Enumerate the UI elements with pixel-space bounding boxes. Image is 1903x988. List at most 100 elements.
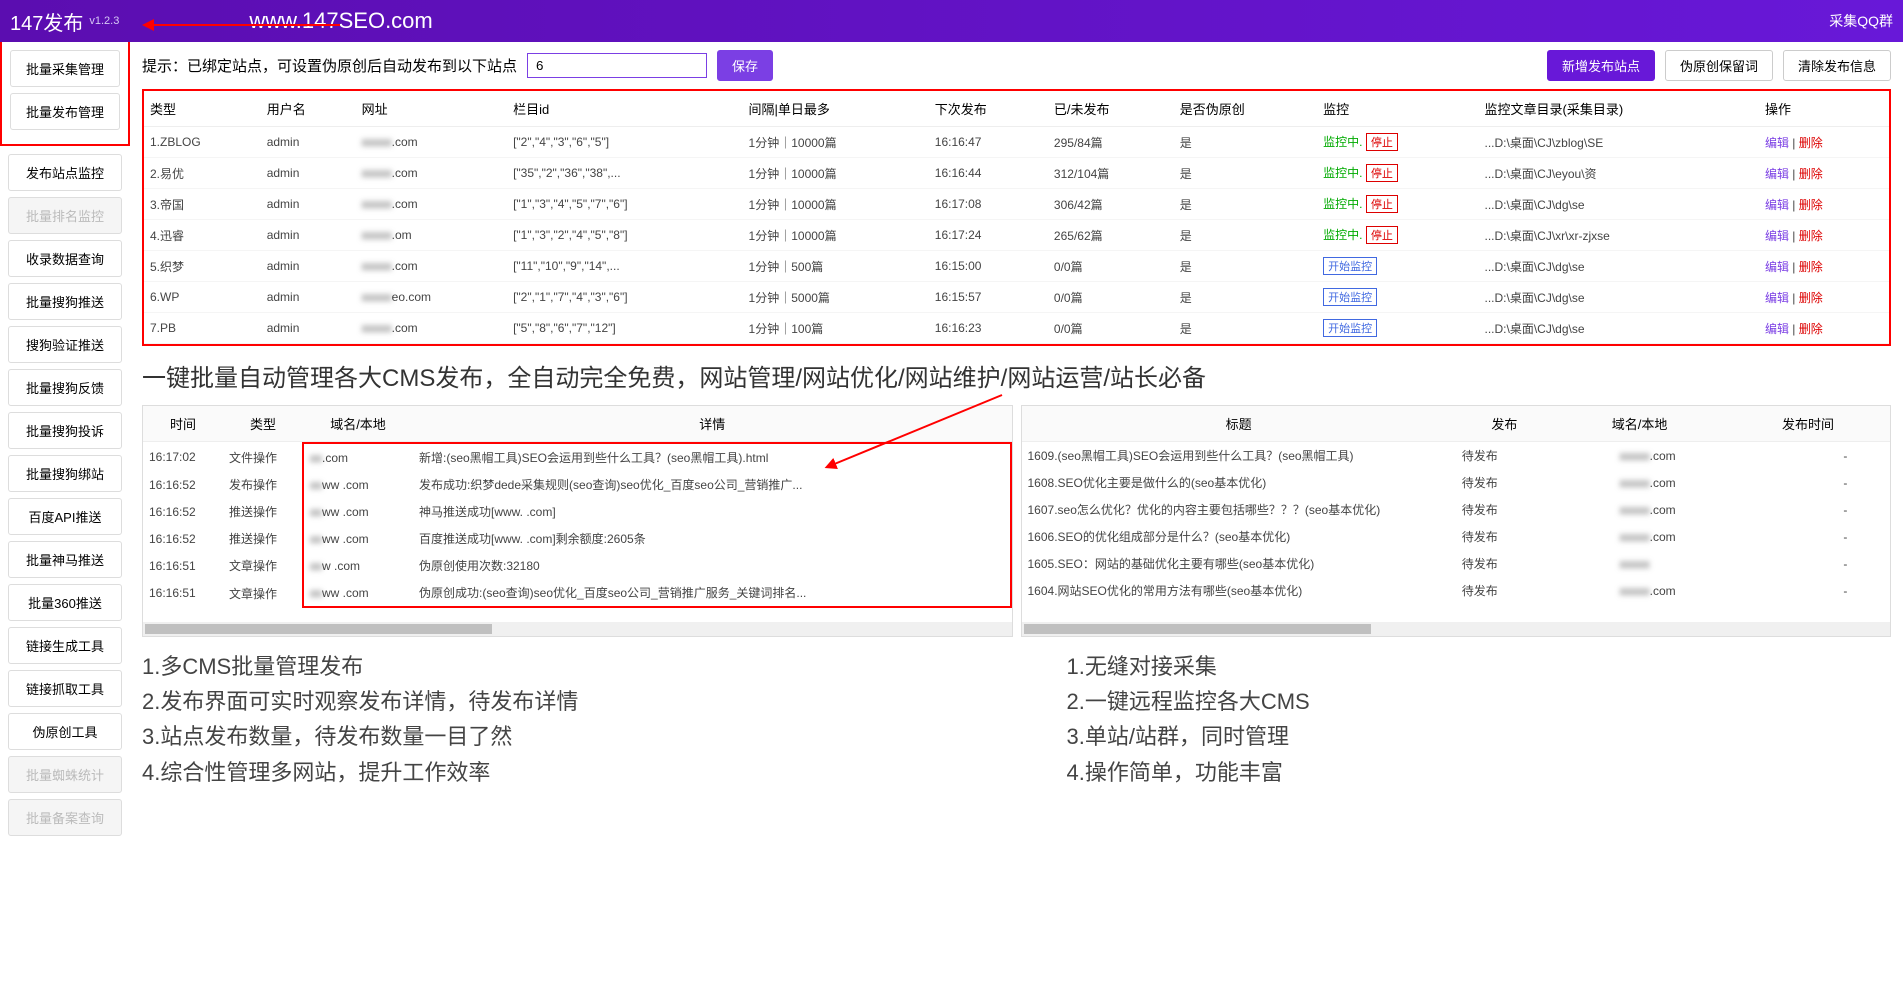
stop-button[interactable]: 停止 <box>1366 164 1398 182</box>
sidebar-item: 批量备案查询 <box>8 799 122 836</box>
feature-item: 1.无缝对接采集 <box>1067 649 1892 684</box>
start-button[interactable]: 开始监控 <box>1323 319 1377 337</box>
column-header: 详情 <box>413 406 1012 442</box>
log-row: 16:16:52推送操作xxww .com神马推送成功[www. .com] <box>143 498 1011 525</box>
feature-item: 1.多CMS批量管理发布 <box>142 649 967 684</box>
table-row: 5.织梦adminxxxxx.com["11","10","9","14",..… <box>144 251 1889 282</box>
delete-link[interactable]: 删除 <box>1799 322 1823 336</box>
sidebar-item[interactable]: 发布站点监控 <box>8 154 122 191</box>
queue-row: 1608.SEO优化主要是做什么的(seo基本优化)待发布xxxxx.com- <box>1022 469 1891 496</box>
column-header: 是否伪原创 <box>1174 91 1317 127</box>
sidebar-item[interactable]: 批量搜狗推送 <box>8 283 122 320</box>
qq-group-link[interactable]: 采集QQ群 <box>1829 11 1893 31</box>
start-button[interactable]: 开始监控 <box>1323 288 1377 306</box>
table-row: 1.ZBLOGadminxxxxx.com["2","4","3","6","5… <box>144 127 1889 158</box>
log-row: 16:17:02文件操作xx.com新增:(seo黑帽工具)SEO会运用到些什么… <box>143 443 1011 471</box>
main-content: 提示：已绑定站点，可设置伪原创后自动发布到以下站点 保存 新增发布站点 伪原创保… <box>130 42 1903 850</box>
sidebar-item[interactable]: 批量360推送 <box>8 584 122 621</box>
feature-item: 2.一键远程监控各大CMS <box>1067 684 1892 719</box>
stop-button[interactable]: 停止 <box>1366 133 1398 151</box>
log-row: 16:16:51文章操作xxww .com伪原创成功:(seo查询)seo优化_… <box>143 579 1011 607</box>
edit-link[interactable]: 编辑 <box>1765 198 1789 212</box>
app-version: v1.2.3 <box>89 15 119 27</box>
table-row: 7.PBadminxxxxx.com["5","8","6","7","12"]… <box>144 313 1889 344</box>
feature-item: 3.单站/站群，同时管理 <box>1067 719 1892 754</box>
column-header: 下次发布 <box>929 91 1048 127</box>
sidebar-item[interactable]: 伪原创工具 <box>8 713 122 750</box>
edit-link[interactable]: 编辑 <box>1765 167 1789 181</box>
token-input[interactable] <box>527 53 707 78</box>
column-header: 域名/本地 <box>303 406 413 442</box>
save-button[interactable]: 保存 <box>717 50 773 81</box>
sidebar-item[interactable]: 链接抓取工具 <box>8 670 122 707</box>
clear-info-button[interactable]: 清除发布信息 <box>1783 50 1891 81</box>
sidebar-item[interactable]: 批量采集管理 <box>10 50 120 87</box>
feature-item: 2.发布界面可实时观察发布详情，待发布详情 <box>142 684 967 719</box>
edit-link[interactable]: 编辑 <box>1765 260 1789 274</box>
column-header: 已/未发布 <box>1048 91 1174 127</box>
column-header: 域名/本地 <box>1553 406 1726 442</box>
column-header: 类型 <box>223 406 303 442</box>
column-header: 类型 <box>144 91 261 127</box>
sidebar-item: 批量排名监控 <box>8 197 122 234</box>
header: 147发布 v1.2.3 www.147SEO.com 采集QQ群 <box>0 0 1903 42</box>
features: 1.多CMS批量管理发布2.发布界面可实时观察发布详情，待发布详情3.站点发布数… <box>142 649 1891 790</box>
log-row: 16:16:52推送操作xxww .com百度推送成功[www. .com]剩余… <box>143 525 1011 552</box>
table-row: 6.WPadminxxxxxeo.com["2","1","7","4","3"… <box>144 282 1889 313</box>
sites-table: 类型用户名网址栏目id间隔|单日最多下次发布已/未发布是否伪原创监控监控文章目录… <box>142 89 1891 346</box>
delete-link[interactable]: 删除 <box>1799 198 1823 212</box>
sidebar-inner: 批量采集管理批量发布管理 <box>0 42 130 146</box>
column-header: 网址 <box>356 91 507 127</box>
column-header: 发布 <box>1456 406 1553 442</box>
table-row: 4.迅睿adminxxxxx.om["1","3","2","4","5","8… <box>144 220 1889 251</box>
column-header: 间隔|单日最多 <box>743 91 929 127</box>
sidebar-item[interactable]: 搜狗验证推送 <box>8 326 122 363</box>
column-header: 监控 <box>1317 91 1478 127</box>
queue-row: 1605.SEO：网站的基础优化主要有哪些(seo基本优化)待发布xxxxx- <box>1022 550 1891 577</box>
log-row: 16:16:51文章操作xxw .com伪原创使用次数:32180 <box>143 552 1011 579</box>
edit-link[interactable]: 编辑 <box>1765 291 1789 305</box>
sidebar-item[interactable]: 批量神马推送 <box>8 541 122 578</box>
queue-row: 1607.seo怎么优化？优化的内容主要包括哪些？？？(seo基本优化)待发布x… <box>1022 496 1891 523</box>
sidebar-item[interactable]: 批量搜狗投诉 <box>8 412 122 449</box>
sidebar-item[interactable]: 百度API推送 <box>8 498 122 535</box>
toolbar: 提示：已绑定站点，可设置伪原创后自动发布到以下站点 保存 新增发布站点 伪原创保… <box>142 50 1891 81</box>
column-header: 用户名 <box>261 91 356 127</box>
log-panel: 时间类型域名/本地详情 16:17:02文件操作xx.com新增:(seo黑帽工… <box>142 405 1013 637</box>
stop-button[interactable]: 停止 <box>1366 195 1398 213</box>
heading-text: 一键批量自动管理各大CMS发布，全自动完全免费，网站管理/网站优化/网站维护/网… <box>142 365 1206 392</box>
column-header: 操作 <box>1759 91 1889 127</box>
sidebar-item[interactable]: 批量搜狗反馈 <box>8 369 122 406</box>
delete-link[interactable]: 删除 <box>1799 260 1823 274</box>
stop-button[interactable]: 停止 <box>1366 226 1398 244</box>
queue-row: 1609.(seo黑帽工具)SEO会运用到些什么工具？(seo黑帽工具)待发布x… <box>1022 442 1891 469</box>
queue-panel: 标题发布域名/本地发布时间 1609.(seo黑帽工具)SEO会运用到些什么工具… <box>1021 405 1892 637</box>
sidebar-item[interactable]: 链接生成工具 <box>8 627 122 664</box>
scrollbar[interactable] <box>1022 622 1891 636</box>
sidebar-item[interactable]: 批量搜狗绑站 <box>8 455 122 492</box>
header-url: www.147SEO.com <box>249 8 432 34</box>
edit-link[interactable]: 编辑 <box>1765 136 1789 150</box>
start-button[interactable]: 开始监控 <box>1323 257 1377 275</box>
column-header: 时间 <box>143 406 223 442</box>
scrollbar[interactable] <box>143 622 1012 636</box>
edit-link[interactable]: 编辑 <box>1765 322 1789 336</box>
delete-link[interactable]: 删除 <box>1799 167 1823 181</box>
column-header: 栏目id <box>507 91 742 127</box>
main-heading: 一键批量自动管理各大CMS发布，全自动完全免费，网站管理/网站优化/网站维护/网… <box>142 358 1891 393</box>
delete-link[interactable]: 删除 <box>1799 229 1823 243</box>
log-row: 16:16:52发布操作xxww .com发布成功:织梦dede采集规则(seo… <box>143 471 1011 498</box>
delete-link[interactable]: 删除 <box>1799 291 1823 305</box>
edit-link[interactable]: 编辑 <box>1765 229 1789 243</box>
feature-item: 3.站点发布数量，待发布数量一目了然 <box>142 719 967 754</box>
toolbar-tip: 提示：已绑定站点，可设置伪原创后自动发布到以下站点 <box>142 55 517 76</box>
add-site-button[interactable]: 新增发布站点 <box>1547 50 1655 81</box>
sidebar-item[interactable]: 批量发布管理 <box>10 93 120 130</box>
feature-item: 4.操作简单，功能丰富 <box>1067 755 1892 790</box>
sidebar-outer: 发布站点监控批量排名监控收录数据查询批量搜狗推送搜狗验证推送批量搜狗反馈批量搜狗… <box>0 146 130 850</box>
delete-link[interactable]: 删除 <box>1799 136 1823 150</box>
keep-words-button[interactable]: 伪原创保留词 <box>1665 50 1773 81</box>
column-header: 标题 <box>1022 406 1456 442</box>
column-header: 发布时间 <box>1726 406 1890 442</box>
sidebar-item[interactable]: 收录数据查询 <box>8 240 122 277</box>
